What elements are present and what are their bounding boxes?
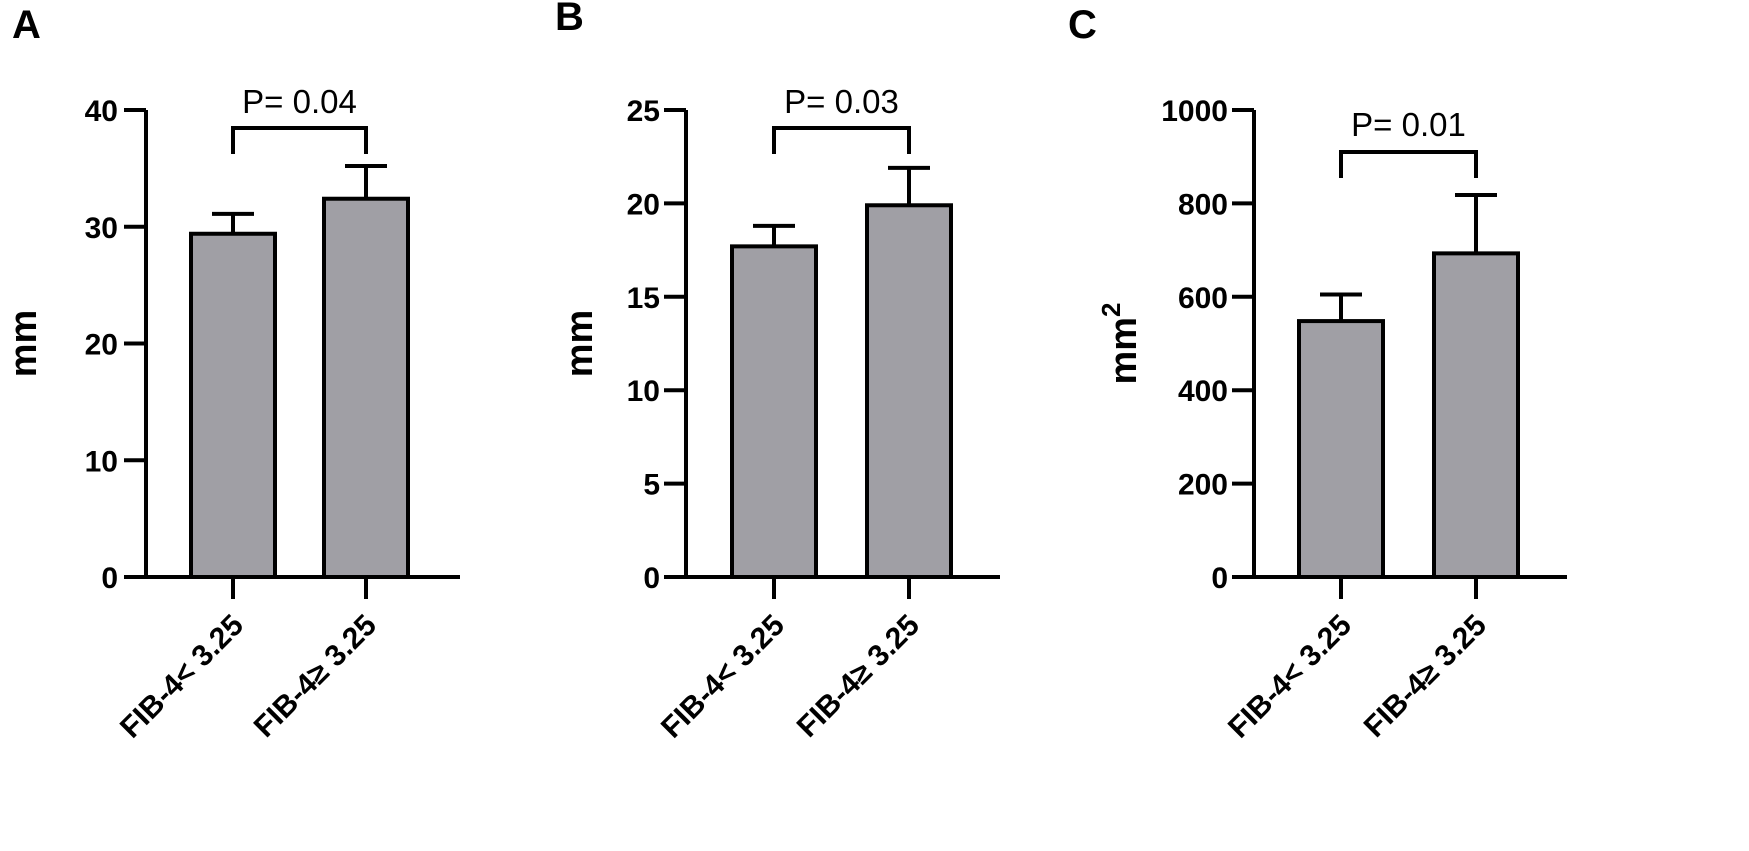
- y-tick-label: 25: [627, 95, 660, 128]
- y-axis-title: mm: [3, 310, 45, 378]
- y-tick-label: 10: [85, 445, 118, 478]
- y-tick-label: 30: [85, 212, 118, 245]
- y-tick-label: 5: [643, 469, 660, 502]
- y-tick-label: 10: [627, 375, 660, 408]
- significance-bracket: [1339, 150, 1478, 178]
- y-axis-title: mm2: [1096, 302, 1145, 384]
- significance-bracket: [772, 126, 911, 154]
- p-value-annotation: P= 0.01: [1351, 106, 1466, 143]
- panel-letter: C: [1068, 3, 1097, 47]
- y-tick-label: 0: [1211, 562, 1228, 595]
- bar: [730, 244, 818, 579]
- y-tick-label: 1000: [1161, 95, 1228, 128]
- bar: [189, 231, 277, 579]
- y-tick-label: 20: [627, 188, 660, 221]
- y-tick-label: 0: [101, 562, 118, 595]
- x-tick-label: FIB-4< 3.25: [1222, 609, 1358, 745]
- panel-letter: B: [555, 0, 584, 39]
- y-tick-label: 40: [85, 95, 118, 128]
- bar: [865, 203, 953, 579]
- x-tick-label: FIB-4≥ 3.25: [791, 609, 926, 744]
- y-tick-label: 400: [1178, 375, 1228, 408]
- bar: [1432, 251, 1520, 580]
- y-tick-label: 0: [643, 562, 660, 595]
- x-tick-label: FIB-4< 3.25: [114, 609, 250, 745]
- y-tick-label: 15: [627, 282, 660, 315]
- y-tick-label: 800: [1178, 188, 1228, 221]
- y-tick-label: 600: [1178, 282, 1228, 315]
- p-value-annotation: P= 0.03: [784, 83, 899, 120]
- bar: [322, 196, 410, 579]
- y-tick-label: 200: [1178, 469, 1228, 502]
- bar: [1297, 319, 1385, 580]
- x-tick-label: FIB-4≥ 3.25: [248, 609, 383, 744]
- panel-b: B 0 5 10 15 20 25 mm FIB-4< 3.25 FIB-4≥ 3.25 P= 0.…: [555, 0, 1000, 745]
- x-tick-label: FIB-4≥ 3.25: [1358, 609, 1493, 744]
- panel-letter: A: [12, 3, 41, 47]
- panel-c: C 0 200 400 600 800 1000 mm2 FIB-4< 3.25 FIB-4≥ 3…: [1068, 3, 1567, 745]
- significance-bracket: [231, 126, 368, 154]
- p-value-annotation: P= 0.04: [242, 83, 357, 120]
- x-tick-label: FIB-4< 3.25: [655, 609, 791, 745]
- y-axis-title: mm: [559, 310, 601, 378]
- y-tick-label: 20: [85, 329, 118, 362]
